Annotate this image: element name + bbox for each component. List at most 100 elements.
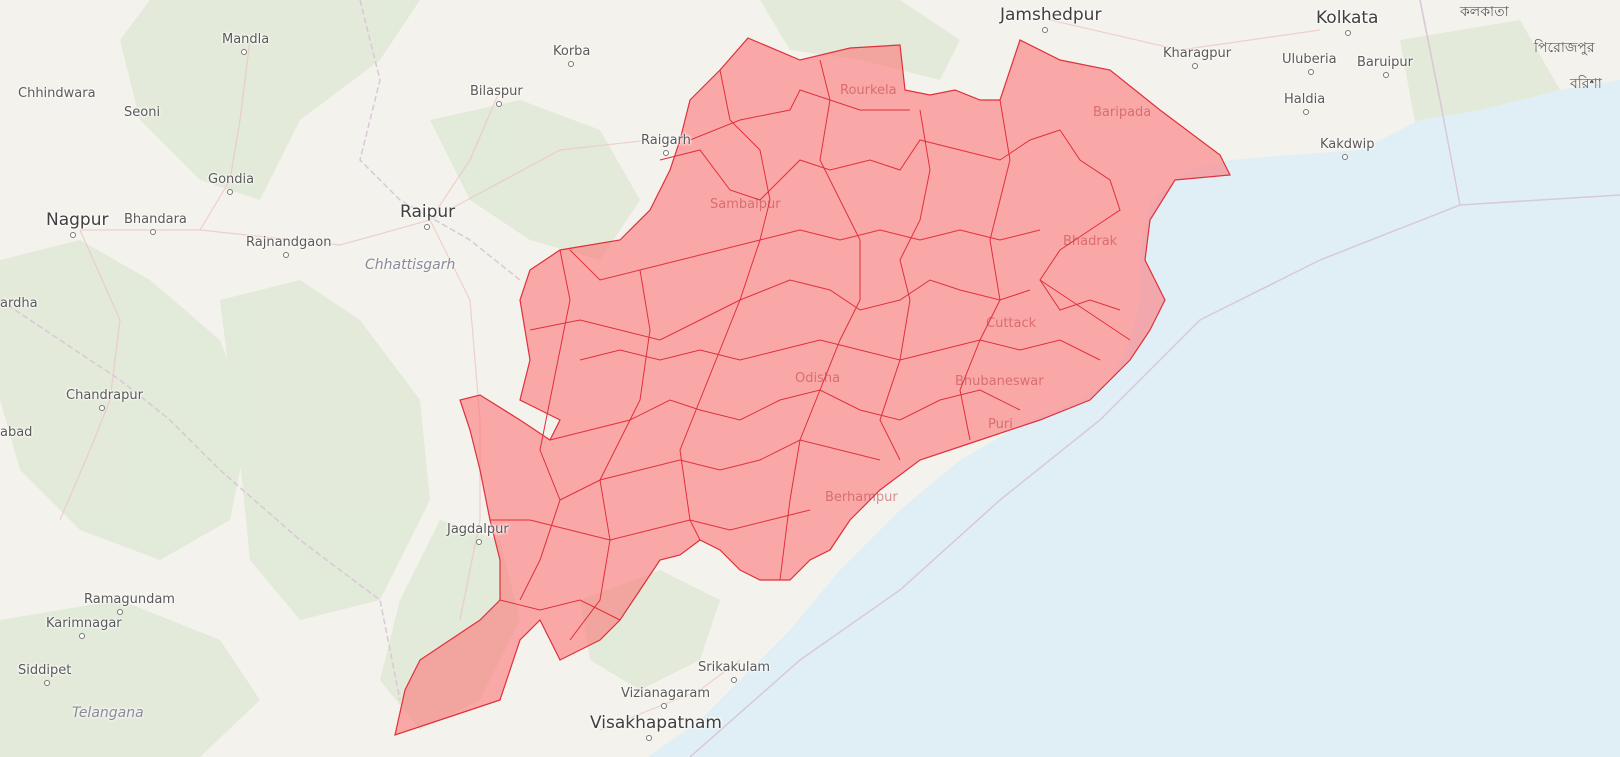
bay-of-bengal	[648, 80, 1620, 757]
city-dot-korba	[568, 61, 574, 67]
city-dot-nagpur	[70, 232, 76, 238]
district-border	[679, 69, 771, 541]
road	[429, 89, 501, 221]
region-label-chhattisgarh: Chhattisgarh	[365, 257, 456, 273]
city-label-odisha[interactable]: Odisha	[795, 371, 841, 386]
city-dot-kolkata	[1344, 30, 1351, 36]
district-border	[659, 129, 1061, 201]
city-label-korba[interactable]: Korba	[553, 44, 591, 59]
label-bn-firozpur: পিরোজপুর	[1534, 40, 1595, 56]
district-border	[959, 99, 1011, 441]
forest-patch	[760, 0, 960, 80]
city-dot-rajnandgaon	[282, 252, 289, 258]
city-label-uluberia[interactable]: Uluberia	[1282, 52, 1337, 67]
city-label-puri[interactable]: Puri	[988, 417, 1013, 432]
forest-patch	[120, 0, 420, 200]
city-label-kharagpur[interactable]: Kharagpur	[1163, 46, 1232, 61]
city-label-raipur[interactable]: Raipur	[400, 202, 456, 222]
forest-patch	[220, 280, 430, 620]
city-dot-karimnagar	[79, 633, 85, 639]
city-label-abad[interactable]: abad	[0, 425, 33, 440]
city-label-srikakulam[interactable]: Srikakulam	[698, 660, 771, 675]
city-label-visakhapatnam[interactable]: Visakhapatnam	[590, 713, 722, 733]
maritime-line	[689, 194, 1620, 757]
city-label-nagpur[interactable]: Nagpur	[46, 210, 109, 230]
forest-patch	[430, 100, 640, 260]
district-border	[879, 109, 931, 461]
district-border	[779, 59, 861, 581]
district-border	[579, 339, 1101, 361]
district-border	[689, 89, 910, 141]
district-border	[569, 269, 651, 641]
city-label-gondia[interactable]: Gondia	[208, 172, 255, 187]
city-label-haldia[interactable]: Haldia	[1284, 92, 1326, 107]
city-label-bilaspur[interactable]: Bilaspur	[470, 84, 523, 99]
city-dot-baruipur	[1382, 72, 1389, 78]
maritime-boundaries	[689, 0, 1620, 757]
city-dot-visakhapatnam	[645, 735, 652, 741]
city-label-baripada[interactable]: Baripada	[1093, 105, 1152, 120]
city-dot-raigarh	[663, 150, 670, 156]
city-dot-mandla	[240, 49, 247, 55]
city-label-kolkata[interactable]: Kolkata	[1316, 8, 1379, 28]
city-dot-raipur	[424, 224, 430, 230]
city-label-jamshedpur[interactable]: Jamshedpur	[1000, 5, 1102, 25]
label-bn-barishal: বরিশা	[1570, 76, 1602, 92]
city-label-bhubaneswar[interactable]: Bhubaneswar	[955, 374, 1044, 389]
city-label-rourkela[interactable]: Rourkela	[840, 83, 897, 98]
city-label-jagdalpur[interactable]: Jagdalpur	[447, 522, 509, 537]
city-label-rajnandgaon[interactable]: Rajnandgaon	[246, 235, 332, 250]
district-borders	[490, 59, 1131, 641]
city-label-ramagundam[interactable]: Ramagundam	[84, 592, 175, 607]
city-label-bhandara[interactable]: Bhandara	[124, 212, 187, 227]
city-label-wardha[interactable]: ardha	[0, 296, 38, 311]
road	[59, 229, 121, 521]
forest-patch	[0, 600, 260, 757]
city-label-siddipet[interactable]: Siddipet	[18, 663, 72, 678]
city-dot-chandrapur	[99, 405, 105, 411]
city-label-sambalpur[interactable]: Sambalpur	[710, 197, 781, 212]
city-dot-bilaspur	[495, 101, 502, 107]
city-label-baruipur[interactable]: Baruipur	[1357, 55, 1413, 70]
city-dot-kharagpur	[1192, 63, 1199, 69]
odisha-state-outline[interactable]	[394, 37, 1231, 736]
district-border	[1039, 129, 1131, 341]
forest-patch	[0, 240, 250, 560]
state-boundary	[0, 299, 401, 701]
city-label-seoni[interactable]: Seoni	[124, 105, 161, 120]
city-label-chhindwara[interactable]: Chhindwara	[18, 86, 96, 101]
city-dot-vizianagaram	[661, 703, 668, 709]
district-border	[519, 249, 571, 601]
road	[199, 39, 251, 231]
odisha-districts[interactable]	[394, 37, 1231, 736]
city-label-berhampur[interactable]: Berhampur	[825, 490, 898, 505]
road	[1049, 19, 1321, 51]
city-dot-jagdalpur	[476, 539, 483, 545]
maritime-line	[1419, 0, 1461, 206]
city-label-kakdwip[interactable]: Kakdwip	[1320, 137, 1375, 152]
road	[599, 659, 741, 731]
city-dot-ramagundam	[117, 609, 123, 615]
city-label-vizianagaram[interactable]: Vizianagaram	[621, 686, 711, 701]
city-dot-jamshedpur	[1042, 27, 1048, 33]
state-boundary	[359, 0, 521, 281]
city-dot-srikakulam	[731, 677, 737, 683]
city-label-chandrapur[interactable]: Chandrapur	[66, 388, 143, 403]
city-label-mandla[interactable]: Mandla	[222, 32, 270, 47]
city-dot-gondia	[226, 189, 233, 195]
district-border	[559, 439, 881, 501]
city-dot-kakdwip	[1342, 154, 1349, 160]
district-border	[499, 599, 621, 621]
city-label-raigarh[interactable]: Raigarh	[641, 133, 691, 148]
region-label-telangana: Telangana	[72, 705, 144, 721]
city-label-karimnagar[interactable]: Karimnagar	[46, 616, 122, 631]
label-bn-top: কলকাতা	[1460, 4, 1509, 20]
road	[80, 139, 651, 246]
district-border	[529, 279, 1031, 341]
district-border	[1039, 279, 1121, 311]
city-dot-uluberia	[1307, 69, 1314, 75]
city-label-cuttack[interactable]: Cuttack	[986, 316, 1037, 331]
city-label-bhadrak[interactable]: Bhadrak	[1063, 234, 1118, 249]
